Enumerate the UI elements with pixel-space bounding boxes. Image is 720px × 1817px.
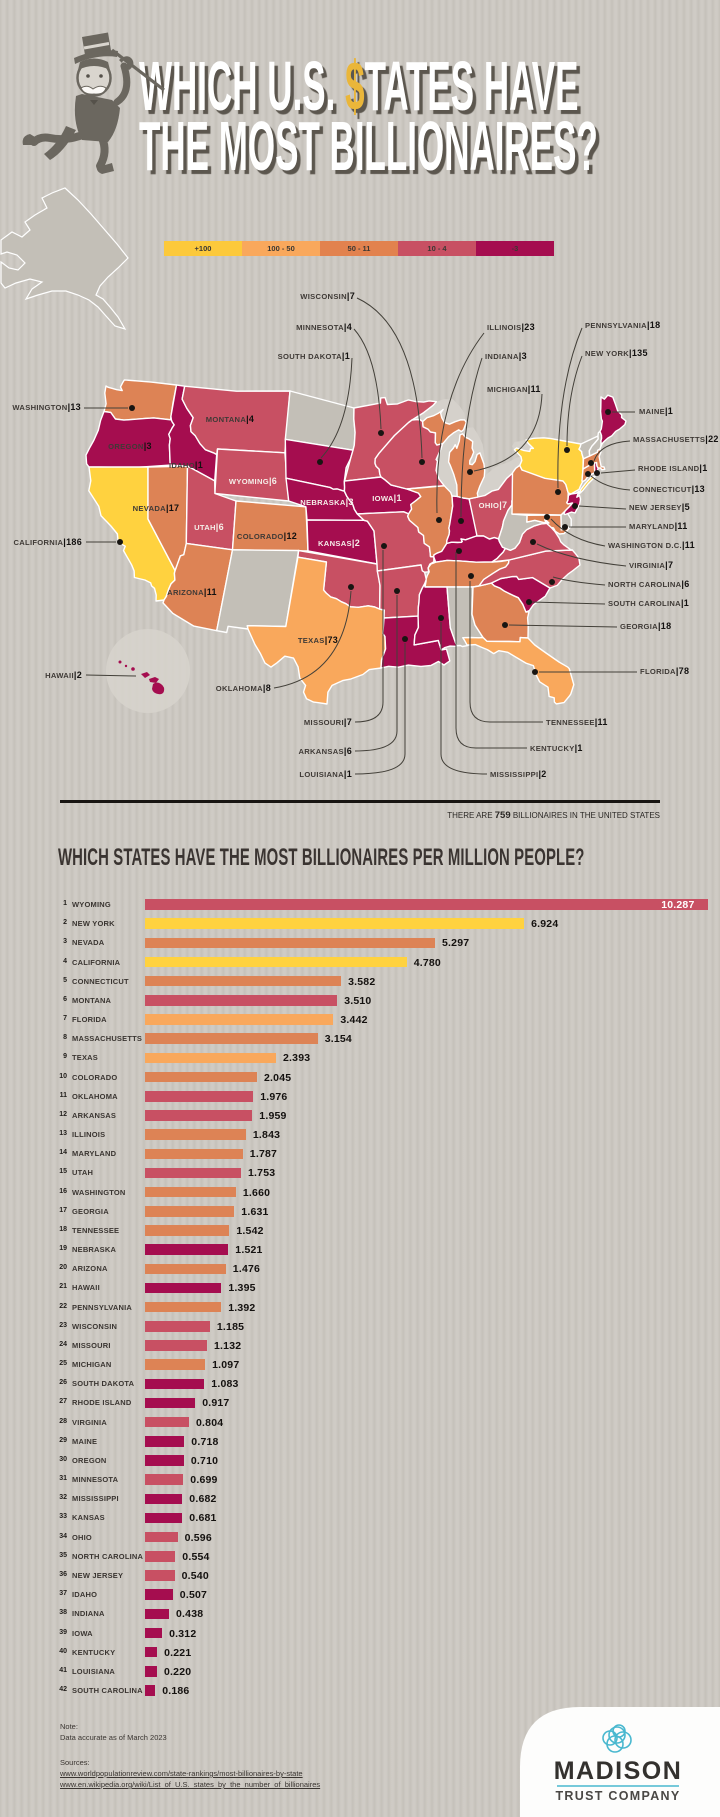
svg-text:ARIZONA|11: ARIZONA|11 xyxy=(167,587,217,597)
svg-text:PENNSYLVANIA|18: PENNSYLVANIA|18 xyxy=(585,320,660,330)
svg-text:MAINE|1: MAINE|1 xyxy=(639,406,673,416)
svg-text:LOUISIANA|1: LOUISIANA|1 xyxy=(299,769,352,779)
svg-text:OREGON|3: OREGON|3 xyxy=(108,441,152,451)
svg-text:CONNECTICUT|13: CONNECTICUT|13 xyxy=(633,484,705,494)
svg-text:HAWAII|2: HAWAII|2 xyxy=(45,670,82,680)
svg-text:SOUTH CAROLINA|1: SOUTH CAROLINA|1 xyxy=(608,598,689,608)
svg-text:MISSISSIPPI|2: MISSISSIPPI|2 xyxy=(490,769,547,779)
svg-text:FLORIDA|78: FLORIDA|78 xyxy=(640,666,689,676)
svg-text:WASHINGTON D.C.|11: WASHINGTON D.C.|11 xyxy=(608,540,695,550)
svg-text:GEORGIA|18: GEORGIA|18 xyxy=(620,621,671,631)
svg-text:TENNESSEE|11: TENNESSEE|11 xyxy=(546,717,608,727)
svg-text:WISCONSIN|7: WISCONSIN|7 xyxy=(300,291,355,301)
svg-text:ILLINOIS|23: ILLINOIS|23 xyxy=(487,322,535,332)
svg-text:WYOMING|6: WYOMING|6 xyxy=(229,476,277,486)
svg-text:NEW YORK|135: NEW YORK|135 xyxy=(585,348,648,358)
svg-text:NEVADA|17: NEVADA|17 xyxy=(133,503,180,513)
svg-text:UTAH|6: UTAH|6 xyxy=(194,522,224,532)
svg-text:ARKANSAS|6: ARKANSAS|6 xyxy=(298,746,352,756)
svg-text:NEBRASKA|3: NEBRASKA|3 xyxy=(300,497,354,507)
svg-text:MONTANA|4: MONTANA|4 xyxy=(206,414,254,424)
svg-text:MARYLAND|11: MARYLAND|11 xyxy=(629,521,688,531)
svg-text:MADISON: MADISON xyxy=(554,1757,683,1785)
svg-text:MICHIGAN|11: MICHIGAN|11 xyxy=(487,384,541,394)
svg-text:TRUST COMPANY: TRUST COMPANY xyxy=(556,1789,681,1803)
svg-text:NORTH CAROLINA|6: NORTH CAROLINA|6 xyxy=(608,579,690,589)
svg-text:MINNESOTA|4: MINNESOTA|4 xyxy=(296,322,352,332)
svg-text:IDAHO|1: IDAHO|1 xyxy=(169,460,203,470)
svg-text:KENTUCKY|1: KENTUCKY|1 xyxy=(530,743,583,753)
svg-text:MISSOURI|7: MISSOURI|7 xyxy=(304,717,352,727)
svg-text:WASHINGTON|13: WASHINGTON|13 xyxy=(12,402,81,412)
svg-text:CALIFORNIA|186: CALIFORNIA|186 xyxy=(13,537,82,547)
svg-text:TEXAS|73: TEXAS|73 xyxy=(298,635,338,645)
svg-text:OHIO|7: OHIO|7 xyxy=(479,500,508,510)
svg-text:SOUTH DAKOTA|1: SOUTH DAKOTA|1 xyxy=(278,351,350,361)
svg-text:VIRGINIA|7: VIRGINIA|7 xyxy=(629,560,673,570)
svg-text:KANSAS|2: KANSAS|2 xyxy=(318,538,360,548)
svg-text:INDIANA|3: INDIANA|3 xyxy=(485,351,527,361)
svg-text:OKLAHOMA|8: OKLAHOMA|8 xyxy=(216,683,271,693)
svg-text:IOWA|1: IOWA|1 xyxy=(372,493,402,503)
svg-text:COLORADO|12: COLORADO|12 xyxy=(237,531,297,541)
svg-text:RHODE ISLAND|1: RHODE ISLAND|1 xyxy=(638,463,708,473)
svg-text:NEW JERSEY|5: NEW JERSEY|5 xyxy=(629,502,690,512)
svg-text:MASSACHUSETTS|22: MASSACHUSETTS|22 xyxy=(633,434,719,444)
